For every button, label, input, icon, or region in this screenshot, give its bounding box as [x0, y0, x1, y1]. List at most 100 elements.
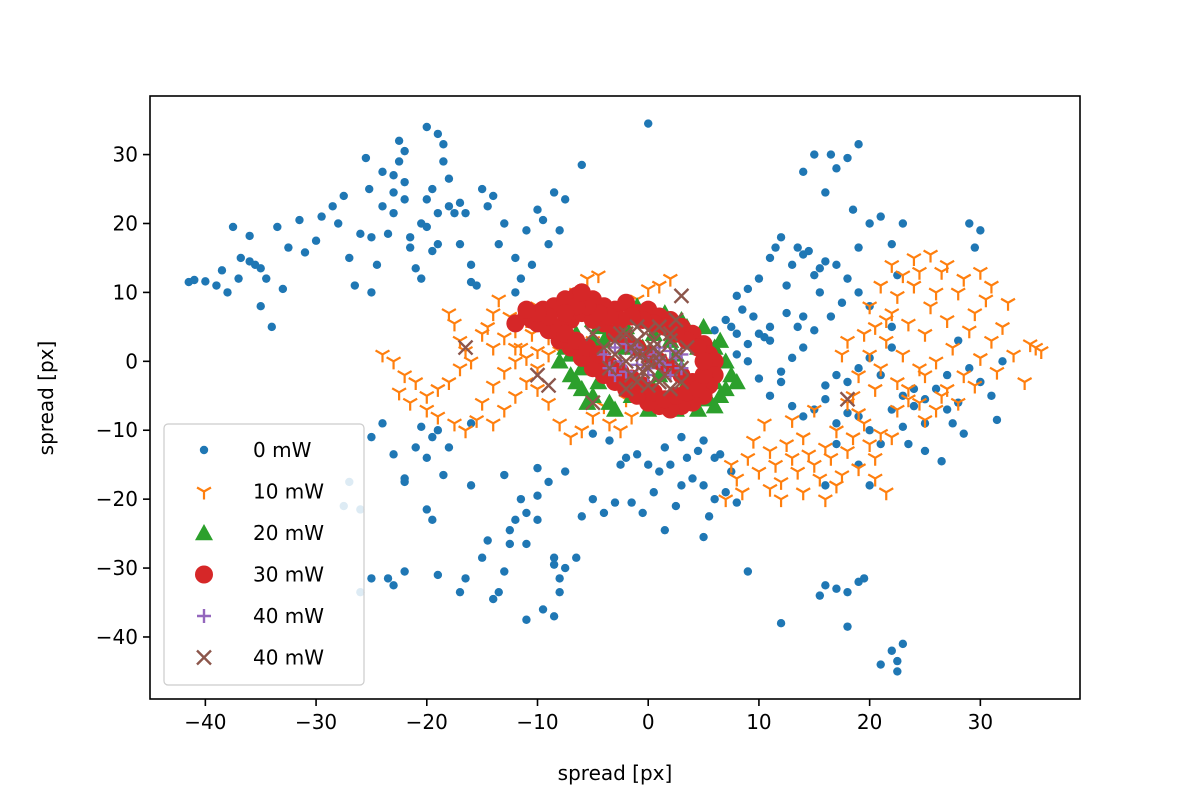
- data-point: [538, 605, 548, 614]
- data-point: [787, 401, 797, 411]
- data-point: [267, 322, 276, 332]
- data-point: [828, 425, 844, 439]
- data-point: [516, 274, 526, 283]
- data-point: [939, 383, 955, 397]
- data-point: [563, 432, 579, 446]
- data-point: [262, 274, 271, 283]
- data-point: [402, 397, 418, 411]
- data-point: [389, 208, 398, 218]
- data-point: [911, 266, 927, 280]
- data-point: [920, 446, 930, 456]
- data-point: [511, 515, 520, 525]
- data-point: [228, 222, 238, 232]
- data-point: [601, 418, 617, 432]
- data-point: [616, 460, 625, 469]
- data-point: [516, 494, 526, 504]
- data-point: [389, 188, 398, 197]
- data-point: [826, 312, 836, 321]
- data-point: [810, 270, 819, 280]
- data-point: [378, 167, 387, 177]
- data-point: [477, 184, 487, 194]
- data-point: [666, 460, 675, 469]
- data-point: [948, 419, 957, 428]
- data-point: [236, 253, 245, 263]
- data-point: [507, 356, 523, 370]
- legend-marker: [196, 486, 212, 500]
- data-point: [945, 342, 961, 356]
- data-point: [904, 439, 913, 449]
- data-point: [699, 436, 708, 445]
- data-point: [311, 236, 321, 245]
- data-point: [815, 288, 825, 297]
- data-point: [970, 243, 980, 252]
- data-point: [446, 318, 462, 332]
- data-point: [578, 393, 597, 410]
- data-point: [491, 294, 507, 308]
- data-point: [585, 411, 601, 425]
- data-point: [787, 260, 797, 270]
- data-point: [560, 195, 570, 204]
- data-point: [619, 364, 634, 379]
- data-point: [826, 150, 836, 159]
- data-point: [884, 259, 900, 273]
- y-tick-label: 20: [113, 211, 138, 235]
- data-point: [668, 312, 684, 328]
- data-point: [865, 481, 874, 490]
- data-point: [640, 284, 656, 297]
- data-point: [350, 281, 360, 290]
- data-point: [405, 243, 415, 252]
- data-point: [810, 150, 819, 159]
- data-point: [884, 432, 900, 446]
- data-point: [428, 246, 437, 256]
- data-point: [705, 397, 724, 414]
- data-point: [345, 253, 354, 263]
- data-point: [839, 391, 856, 408]
- data-point: [832, 260, 841, 270]
- data-point: [588, 429, 598, 438]
- data-point: [721, 488, 730, 497]
- data-point: [854, 140, 863, 149]
- data-point: [367, 432, 376, 442]
- data-point: [898, 219, 908, 228]
- data-point: [328, 202, 337, 211]
- data-point: [458, 425, 474, 439]
- data-point: [433, 129, 443, 139]
- data-point: [845, 432, 861, 446]
- data-point: [572, 553, 581, 562]
- data-point: [799, 167, 808, 177]
- data-point: [821, 381, 830, 390]
- data-point: [972, 266, 988, 280]
- data-point: [389, 171, 398, 180]
- data-point: [679, 339, 695, 356]
- data-point: [651, 374, 668, 390]
- data-point: [645, 332, 662, 349]
- data-point: [689, 379, 708, 398]
- data-point: [967, 380, 983, 394]
- data-point: [768, 459, 784, 473]
- data-point: [549, 560, 559, 569]
- data-point: [965, 219, 974, 228]
- data-point: [500, 567, 509, 576]
- data-point: [538, 215, 548, 225]
- data-point: [634, 363, 651, 380]
- data-point: [851, 370, 867, 384]
- data-point: [549, 553, 559, 562]
- data-point: [640, 353, 657, 370]
- data-point: [771, 243, 780, 252]
- data-point: [457, 339, 474, 356]
- data-point: [694, 366, 713, 385]
- data-point: [391, 387, 407, 401]
- data-point: [378, 202, 387, 211]
- data-point: [821, 481, 830, 490]
- data-point: [555, 587, 564, 597]
- data-point: [577, 160, 586, 170]
- data-point: [832, 370, 841, 380]
- data-point: [900, 383, 916, 397]
- data-point: [959, 429, 968, 438]
- data-point: [533, 491, 542, 500]
- data-point: [596, 347, 611, 362]
- data-point: [507, 342, 523, 356]
- data-point: [608, 340, 622, 355]
- data-point: [961, 325, 977, 339]
- data-point: [660, 443, 670, 452]
